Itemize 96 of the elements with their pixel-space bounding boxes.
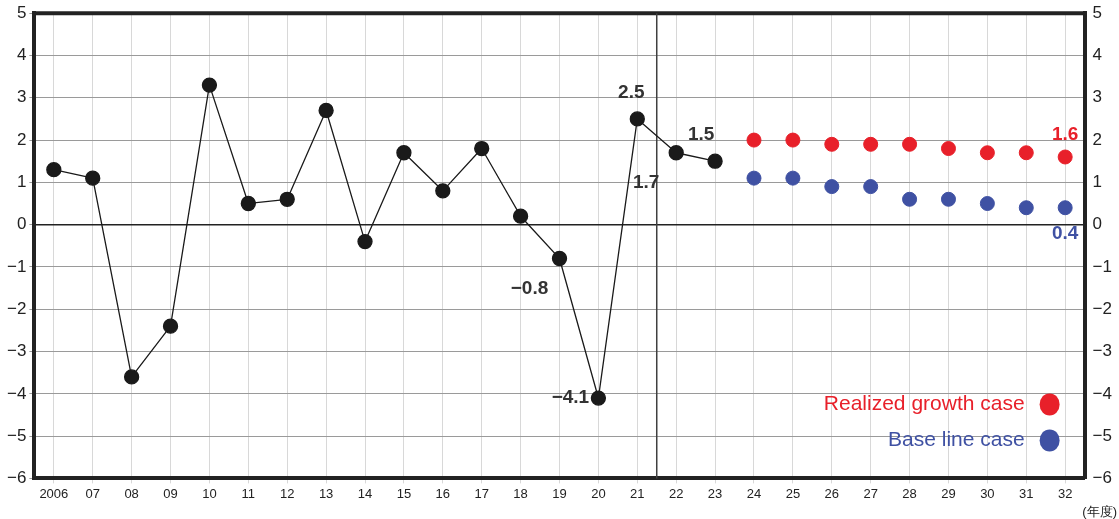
x-tick-label: 12: [279, 485, 295, 501]
y2-tick-label: −1: [1092, 256, 1113, 276]
point: [668, 145, 684, 161]
y2-tick-label: 2: [1092, 129, 1103, 149]
y2-tick-label: −5: [1092, 425, 1113, 445]
y2-tick-label: 3: [1092, 87, 1103, 107]
y-tick-label: 2: [16, 129, 27, 149]
point: [474, 140, 490, 157]
data-label: −0.8: [510, 276, 549, 298]
point: [162, 318, 179, 334]
x-tick-label: 19: [552, 485, 567, 501]
x-axis-title: (年度): [1082, 504, 1117, 519]
data-label: 1.5: [687, 123, 715, 145]
point: [201, 77, 218, 93]
y-tick-label: −1: [6, 256, 27, 276]
point: [46, 162, 62, 178]
y2-tick-label: −6: [1092, 468, 1113, 488]
x-tick-label: 22: [668, 485, 684, 501]
y2-tick-label: −4: [1092, 383, 1113, 403]
point: [1057, 149, 1073, 165]
y-tick-label: 5: [16, 2, 27, 22]
y2-tick-label: −3: [1092, 341, 1113, 361]
point: [435, 183, 451, 199]
point: [863, 179, 879, 195]
x-tick-label: 10: [202, 485, 217, 501]
x-tick-label: 20: [591, 485, 606, 501]
y-tick-label: 0: [16, 214, 27, 234]
point: [240, 195, 256, 212]
point: [279, 191, 295, 207]
point: [512, 208, 529, 224]
x-tick-label: 11: [241, 485, 256, 501]
x-tick-label: 15: [396, 485, 412, 501]
point: [551, 250, 568, 267]
x-tick-label: 25: [785, 485, 801, 501]
y2-tick-label: 0: [1092, 214, 1103, 234]
y-tick-label: −6: [6, 468, 27, 488]
point: [979, 196, 995, 212]
y2-tick-label: −2: [1092, 298, 1113, 318]
point: [85, 170, 101, 186]
y2-tick-label: 4: [1092, 45, 1103, 65]
x-tick-label: 14: [357, 485, 373, 501]
x-tick-label: 18: [513, 485, 528, 501]
x-tick-label: 26: [824, 485, 840, 501]
point: [318, 102, 334, 119]
y-tick-label: −5: [6, 425, 27, 445]
x-tick-label: 24: [746, 485, 762, 501]
point: [1057, 200, 1073, 216]
point: [785, 170, 801, 186]
legend-label: Realized growth case: [823, 391, 1025, 415]
x-tick-label: 21: [630, 485, 645, 501]
point: [396, 145, 412, 161]
y-tick-label: −2: [6, 298, 27, 318]
point: [590, 390, 607, 406]
point: [785, 132, 801, 148]
point: [746, 170, 762, 186]
x-tick-label: 09: [163, 485, 178, 501]
point: [979, 145, 995, 161]
y2-tick-label: 5: [1092, 2, 1103, 22]
point: [863, 136, 879, 152]
x-tick-label: 07: [85, 485, 100, 501]
x-tick-label: 2006: [39, 485, 69, 501]
point: [707, 153, 723, 169]
x-tick-label: 08: [124, 485, 139, 501]
x-tick-label: 23: [707, 485, 723, 501]
data-label: 0.4: [1051, 221, 1079, 243]
x-tick-label: 28: [902, 485, 917, 501]
point: [902, 191, 918, 207]
point: [357, 233, 373, 250]
legend-label: Base line case: [888, 427, 1025, 451]
x-tick-label: 29: [941, 485, 956, 501]
y-tick-label: −3: [6, 341, 27, 361]
point: [123, 369, 140, 385]
point: [1018, 200, 1034, 216]
point: [824, 179, 840, 195]
x-tick-label: 27: [863, 485, 878, 501]
data-label: −4.1: [551, 386, 590, 408]
x-tick-label: 32: [1057, 485, 1073, 501]
y-tick-label: 4: [16, 45, 27, 65]
point: [1018, 145, 1034, 161]
y-tick-label: 1: [16, 172, 27, 192]
data-label: 2.5: [618, 81, 645, 103]
x-tick-label: 16: [435, 485, 451, 501]
y-tick-label: −4: [6, 383, 27, 403]
y2-tick-label: 1: [1092, 172, 1103, 192]
data-label: 1.6: [1051, 123, 1079, 145]
point: [902, 136, 918, 152]
point: [940, 191, 956, 207]
x-tick-label: 30: [980, 485, 995, 501]
point: [940, 141, 956, 157]
point: [746, 132, 762, 148]
x-tick-label: 17: [474, 485, 489, 501]
point: [629, 111, 645, 127]
x-tick-label: 13: [318, 485, 334, 501]
y-tick-label: 3: [16, 87, 27, 107]
point: [824, 136, 840, 152]
x-tick-label: 31: [1019, 485, 1034, 501]
